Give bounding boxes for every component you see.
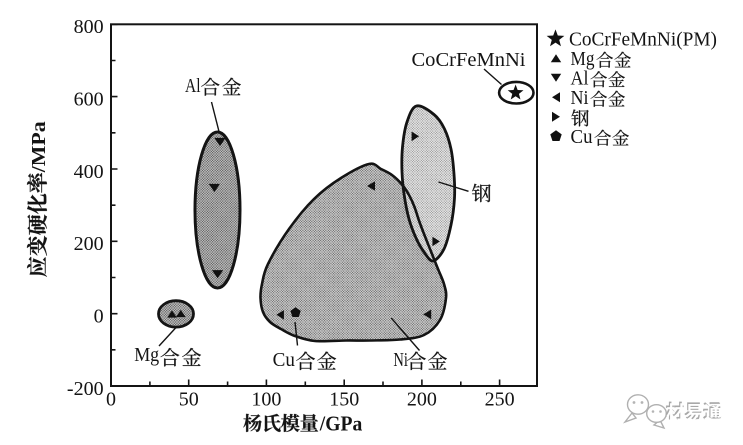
svg-text:Cu: Cu [273,350,296,371]
svg-text:50: 50 [179,389,199,411]
svg-text:-200: -200 [67,378,104,400]
svg-text:Mg: Mg [571,49,595,70]
svg-text:Al: Al [185,76,201,97]
svg-text:CoCrFeMnNi(PM): CoCrFeMnNi(PM) [569,30,717,51]
svg-text:100: 100 [251,389,281,411]
svg-text:400: 400 [74,161,104,183]
svg-text:0: 0 [106,389,116,411]
svg-text:200: 200 [74,233,104,255]
svg-text:/MPa: /MPa [28,121,50,173]
svg-text:Cu: Cu [571,127,593,148]
svg-text:250: 250 [485,389,515,411]
svg-text:800: 800 [74,16,104,38]
svg-text:/GPa: /GPa [319,412,363,436]
svg-text:600: 600 [74,88,104,110]
svg-text:CoCrFeMnNi: CoCrFeMnNi [412,50,527,71]
svg-text:0: 0 [94,306,104,328]
svg-text:Al: Al [571,69,590,90]
svg-text:Ni: Ni [393,350,408,371]
svg-text:Mg: Mg [134,345,159,366]
svg-text:150: 150 [329,389,359,411]
svg-text:Ni: Ni [571,88,590,109]
svg-text:200: 200 [407,389,437,411]
